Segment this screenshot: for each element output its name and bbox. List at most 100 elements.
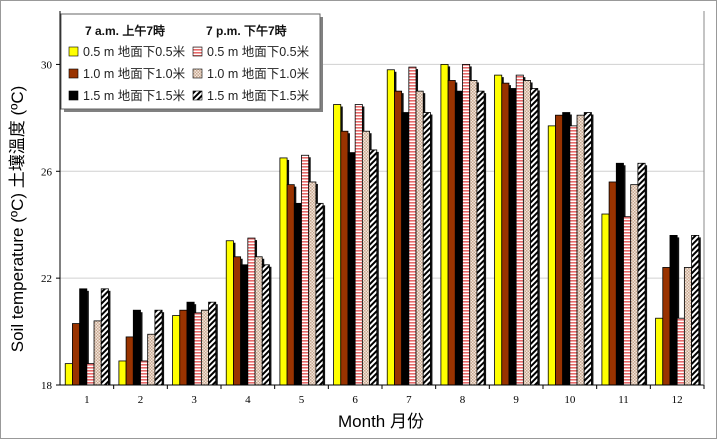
bar-month-8-series-4 xyxy=(469,80,478,386)
x-tick-label: 6 xyxy=(352,394,358,406)
legend-swatch-3 xyxy=(192,46,203,57)
bar-month-8-series-3 xyxy=(462,64,471,386)
y-tick-label: 22 xyxy=(41,273,52,285)
bar-month-11-series-0 xyxy=(601,213,610,386)
legend-swatch-0 xyxy=(68,46,79,57)
bar-month-8-series-5 xyxy=(476,90,485,386)
bar-month-9-series-5 xyxy=(530,88,539,386)
x-tick-label: 10 xyxy=(564,394,576,406)
y-tick-label: 18 xyxy=(41,380,53,392)
legend: 7 a.m. 上午7時 7 p.m. 下午7時 0.5 m 地面下0.5米 1.0… xyxy=(60,13,323,112)
bar-month-3-series-5 xyxy=(208,301,217,386)
bar-month-2-series-2 xyxy=(132,309,141,386)
bar-month-6-series-3 xyxy=(354,104,363,386)
bar-month-3-series-3 xyxy=(193,312,202,386)
legend-header-am: 7 a.m. 上午7時 xyxy=(85,23,165,38)
bar-month-8-series-2 xyxy=(454,90,463,386)
x-tick-label: 5 xyxy=(299,394,305,406)
bar-month-10-series-4 xyxy=(576,114,585,386)
bar-month-2-series-5 xyxy=(154,309,163,386)
bar-month-9-series-2 xyxy=(508,88,517,386)
bar-month-4-series-0 xyxy=(225,240,234,386)
bar-month-12-series-3 xyxy=(676,317,685,386)
bar-month-9-series-1 xyxy=(501,82,510,386)
legend-label-1: 1.0 m 地面下1.0米 xyxy=(83,67,186,81)
bar-month-11-series-5 xyxy=(637,162,646,386)
x-tick-label: 8 xyxy=(460,394,466,406)
bar-month-4-series-5 xyxy=(261,264,270,386)
bar-month-1-series-0 xyxy=(64,363,73,386)
bar-month-7-series-5 xyxy=(422,112,431,386)
bar-month-7-series-4 xyxy=(415,90,424,386)
bar-month-5-series-3 xyxy=(301,154,310,386)
legend-label-3: 0.5 m 地面下0.5米 xyxy=(207,45,310,59)
bar-month-9-series-4 xyxy=(522,80,531,386)
legend-label-4: 1.0 m 地面下1.0米 xyxy=(207,67,310,81)
bar-month-10-series-0 xyxy=(547,125,556,386)
bar-month-4-series-3 xyxy=(247,237,256,386)
legend-swatch-1 xyxy=(68,68,79,79)
bar-month-6-series-0 xyxy=(333,104,342,386)
x-tick-label: 11 xyxy=(618,394,629,406)
bar-month-10-series-2 xyxy=(562,112,571,386)
bars xyxy=(64,64,701,386)
bar-month-5-series-4 xyxy=(308,181,317,386)
bar-month-1-series-2 xyxy=(79,288,88,386)
bar-month-12-series-1 xyxy=(662,267,671,386)
bar-month-10-series-3 xyxy=(569,125,578,386)
legend-swatch-5 xyxy=(192,90,203,101)
legend-label-2: 1.5 m 地面下1.5米 xyxy=(83,89,186,103)
bar-month-3-series-1 xyxy=(179,309,188,386)
x-tick-label: 4 xyxy=(245,394,251,406)
x-tick-label: 7 xyxy=(406,394,412,406)
bar-month-4-series-1 xyxy=(233,256,242,386)
bar-month-2-series-1 xyxy=(125,336,134,386)
bar-month-12-series-5 xyxy=(691,234,700,386)
bar-month-7-series-1 xyxy=(394,90,403,386)
x-tick-label: 12 xyxy=(672,394,683,406)
bar-month-1-series-4 xyxy=(93,320,102,386)
bar-month-10-series-5 xyxy=(583,112,592,386)
y-tick-label: 26 xyxy=(41,166,53,178)
x-tick-label: 9 xyxy=(513,394,519,406)
bar-month-2-series-3 xyxy=(140,360,149,386)
bar-month-6-series-4 xyxy=(361,130,370,386)
bar-month-3-series-2 xyxy=(186,301,195,386)
bar-month-9-series-3 xyxy=(515,74,524,386)
bar-month-11-series-1 xyxy=(608,181,617,386)
bar-month-1-series-3 xyxy=(86,363,95,386)
bar-month-11-series-3 xyxy=(623,216,632,386)
bar-month-6-series-2 xyxy=(347,152,356,386)
bar-month-5-series-5 xyxy=(315,202,324,386)
legend-label-5: 1.5 m 地面下1.5米 xyxy=(207,89,310,103)
y-tick-label: 30 xyxy=(41,59,53,71)
x-axis-label: Month 月份 xyxy=(338,412,424,431)
bar-month-11-series-2 xyxy=(615,162,624,386)
bar-month-1-series-5 xyxy=(100,288,109,386)
bar-month-12-series-4 xyxy=(683,267,692,386)
bar-month-3-series-4 xyxy=(200,309,209,386)
legend-swatch-4 xyxy=(192,68,203,79)
bar-month-7-series-3 xyxy=(408,66,417,386)
y-axis-label: Soil temperature (ºC) 土壤溫度 (ºC) xyxy=(7,86,27,353)
bar-month-12-series-2 xyxy=(669,234,678,386)
bar-month-2-series-4 xyxy=(147,333,156,386)
bar-month-1-series-1 xyxy=(72,323,81,386)
bar-month-8-series-0 xyxy=(440,64,449,386)
x-tick-label: 3 xyxy=(191,394,197,406)
bar-month-5-series-1 xyxy=(286,184,295,386)
bar-month-5-series-2 xyxy=(293,202,302,386)
bar-month-8-series-1 xyxy=(447,80,456,386)
legend-label-0: 0.5 m 地面下0.5米 xyxy=(83,45,186,59)
bar-month-6-series-1 xyxy=(340,130,349,386)
bar-month-4-series-2 xyxy=(240,264,249,386)
bar-month-6-series-5 xyxy=(369,149,378,386)
bar-month-11-series-4 xyxy=(630,184,639,386)
bar-month-5-series-0 xyxy=(279,157,288,386)
x-tick-label: 1 xyxy=(84,394,90,406)
bar-month-7-series-0 xyxy=(386,69,395,386)
legend-swatch-2 xyxy=(68,90,79,101)
bar-month-7-series-2 xyxy=(401,112,410,386)
